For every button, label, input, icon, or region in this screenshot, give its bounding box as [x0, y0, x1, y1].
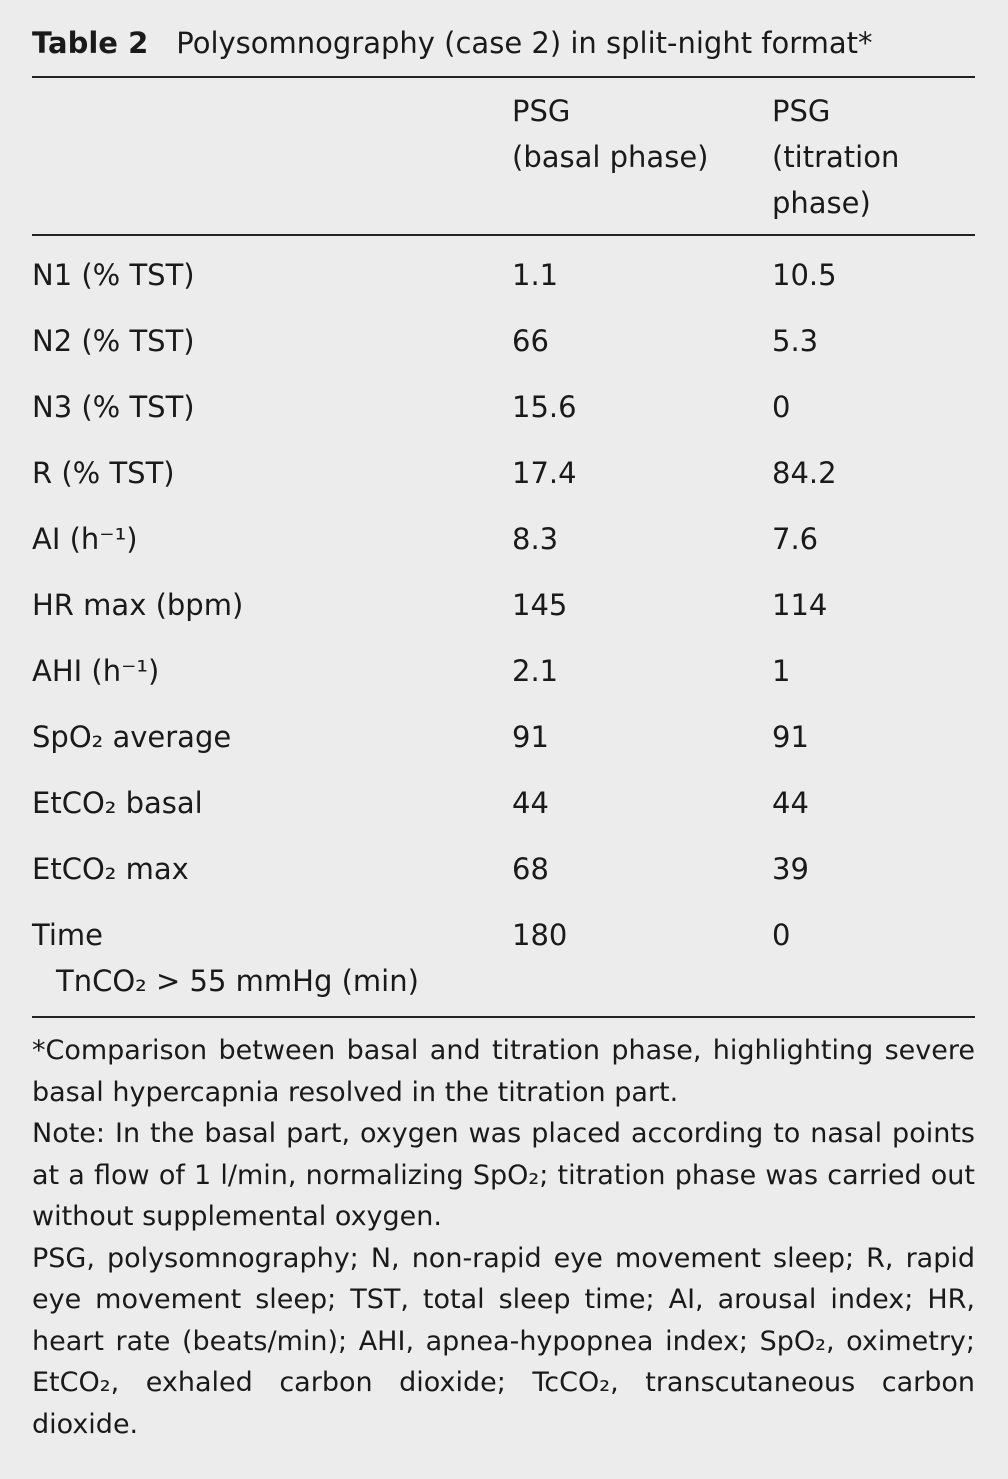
row-label-cell: N1 (% TST) [32, 235, 512, 302]
row-label: Time [32, 918, 103, 952]
table-row: AHI (h⁻¹) 2.1 1 [32, 632, 975, 698]
value-cell: 15.6 [512, 368, 772, 434]
value-cell: 1 [772, 632, 975, 698]
table-body: N1 (% TST) 1.1 10.5 N2 (% TST) 66 5.3 N3 (% TS… [32, 235, 975, 1018]
value-cell: 8.3 [512, 500, 772, 566]
table-label: Table 2 [32, 26, 149, 60]
table-row: EtCO₂ max 68 39 [32, 830, 975, 896]
header-cell [32, 78, 512, 236]
table-row: EtCO₂ basal 44 44 [32, 764, 975, 830]
value-cell: 145 [512, 566, 772, 632]
value-cell: 180 [512, 896, 772, 1018]
value-cell: 114 [772, 566, 975, 632]
table-figure: Table 2 Polysomnography (case 2) in split… [32, 26, 975, 1445]
value-cell: 39 [772, 830, 975, 896]
table-row: N3 (% TST) 15.6 0 [32, 368, 975, 434]
row-label: TnCO₂ > 55 mmHg (min) [56, 964, 419, 998]
cell-value: 145 [512, 588, 568, 622]
cell-value: 44 [772, 786, 809, 820]
header-text: (titration [772, 140, 900, 174]
row-label: N1 (% TST) [32, 258, 195, 292]
row-label-cell: N2 (% TST) [32, 302, 512, 368]
cell-value: 44 [512, 786, 549, 820]
value-cell: 1.1 [512, 235, 772, 302]
cell-value: 5.3 [772, 324, 819, 358]
header-text: PSG [512, 94, 571, 128]
table-row: N2 (% TST) 66 5.3 [32, 302, 975, 368]
value-cell: 68 [512, 830, 772, 896]
cell-value: 91 [772, 720, 809, 754]
table-row: HR max (bpm) 145 114 [32, 566, 975, 632]
cell-value: 84.2 [772, 456, 837, 490]
row-label-cell: SpO₂ average [32, 698, 512, 764]
row-label: N2 (% TST) [32, 324, 195, 358]
cell-value: 0 [772, 918, 791, 952]
value-cell: 84.2 [772, 434, 975, 500]
row-label: R (% TST) [32, 456, 175, 490]
cell-value: 39 [772, 852, 809, 886]
cell-value: 68 [512, 852, 549, 886]
value-cell: 2.1 [512, 632, 772, 698]
row-label: N3 (% TST) [32, 390, 195, 424]
value-cell: 44 [512, 764, 772, 830]
header-cell: PSG (basal phase) [512, 78, 772, 236]
cell-value: 17.4 [512, 456, 577, 490]
row-label: EtCO₂ basal [32, 786, 203, 820]
footnote: *Comparison between basal and titration … [32, 1035, 975, 1108]
value-cell: 17.4 [512, 434, 772, 500]
cell-value: 114 [772, 588, 828, 622]
header-text: PSG [772, 94, 831, 128]
row-label-cell: EtCO₂ max [32, 830, 512, 896]
row-label: AI (h⁻¹) [32, 522, 138, 556]
cell-value: 8.3 [512, 522, 559, 556]
value-cell: 0 [772, 896, 975, 1018]
footnote: Note: In the basal part, oxygen was plac… [32, 1118, 975, 1232]
header-text: (basal phase) [512, 140, 709, 174]
row-label-cell: N3 (% TST) [32, 368, 512, 434]
row-label-cell: AHI (h⁻¹) [32, 632, 512, 698]
cell-value: 1.1 [512, 258, 559, 292]
table-row: SpO₂ average 91 91 [32, 698, 975, 764]
cell-value: 91 [512, 720, 549, 754]
header-cell: PSG (titration phase) [772, 78, 975, 236]
table-caption: Table 2 Polysomnography (case 2) in split… [32, 26, 975, 78]
value-cell: 66 [512, 302, 772, 368]
table-row: Time TnCO₂ > 55 mmHg (min) 180 0 [32, 896, 975, 1018]
header-text: phase) [772, 186, 871, 220]
table-title: Polysomnography (case 2) in split-night … [176, 26, 873, 60]
value-cell: 91 [512, 698, 772, 764]
value-cell: 44 [772, 764, 975, 830]
row-label-cell: AI (h⁻¹) [32, 500, 512, 566]
cell-value: 7.6 [772, 522, 819, 556]
value-cell: 91 [772, 698, 975, 764]
cell-value: 10.5 [772, 258, 837, 292]
row-label: EtCO₂ max [32, 852, 189, 886]
cell-value: 1 [772, 654, 791, 688]
row-label-cell: HR max (bpm) [32, 566, 512, 632]
row-label-cell: EtCO₂ basal [32, 764, 512, 830]
value-cell: 5.3 [772, 302, 975, 368]
row-label: AHI (h⁻¹) [32, 654, 160, 688]
value-cell: 7.6 [772, 500, 975, 566]
cell-value: 0 [772, 390, 791, 424]
table-row: AI (h⁻¹) 8.3 7.6 [32, 500, 975, 566]
row-label: SpO₂ average [32, 720, 232, 754]
cell-value: 180 [512, 918, 568, 952]
row-label-cell: R (% TST) [32, 434, 512, 500]
value-cell: 10.5 [772, 235, 975, 302]
footnote: PSG, polysomnography; N, non-rapid eye m… [32, 1242, 975, 1440]
cell-value: 15.6 [512, 390, 577, 424]
cell-value: 2.1 [512, 654, 559, 688]
table-notes: *Comparison between basal and titration … [32, 1018, 975, 1445]
table-header: PSG (basal phase) PSG (titration phase) [32, 78, 975, 236]
header-row: PSG (basal phase) PSG (titration phase) [32, 78, 975, 236]
row-label: HR max (bpm) [32, 588, 244, 622]
table: PSG (basal phase) PSG (titration phase) N1 (… [32, 78, 975, 1018]
cell-value: 66 [512, 324, 549, 358]
row-label-cell: Time TnCO₂ > 55 mmHg (min) [32, 896, 512, 1018]
table-row: N1 (% TST) 1.1 10.5 [32, 235, 975, 302]
value-cell: 0 [772, 368, 975, 434]
table-row: R (% TST) 17.4 84.2 [32, 434, 975, 500]
